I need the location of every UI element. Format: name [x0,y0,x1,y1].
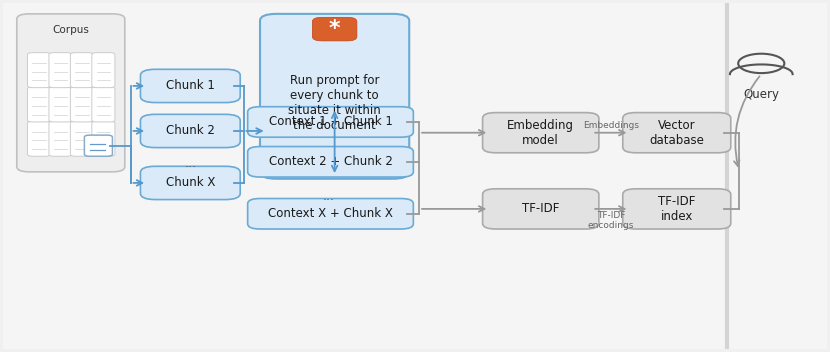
FancyBboxPatch shape [140,166,240,200]
FancyBboxPatch shape [312,17,357,41]
Text: Context X + Chunk X: Context X + Chunk X [268,207,393,220]
FancyBboxPatch shape [49,121,72,156]
FancyBboxPatch shape [622,189,730,229]
Text: Run prompt for
every chunk to
situate it within
the document: Run prompt for every chunk to situate it… [288,74,381,132]
Text: Embedding
model: Embedding model [507,119,574,147]
FancyBboxPatch shape [482,189,599,229]
FancyBboxPatch shape [49,87,72,122]
Text: Chunk 2: Chunk 2 [166,125,215,138]
FancyBboxPatch shape [92,121,115,156]
FancyBboxPatch shape [17,14,124,172]
FancyBboxPatch shape [49,53,72,88]
FancyBboxPatch shape [85,135,112,156]
FancyBboxPatch shape [92,87,115,122]
FancyBboxPatch shape [622,113,730,153]
FancyBboxPatch shape [27,53,51,88]
Text: Context 2 + Chunk 2: Context 2 + Chunk 2 [269,155,393,168]
Text: Chunk X: Chunk X [166,176,215,189]
Text: Vector
database: Vector database [649,119,704,147]
Text: TF-IDF: TF-IDF [522,202,559,215]
Text: ...: ... [185,157,197,170]
FancyBboxPatch shape [247,199,413,229]
Text: Chunk 1: Chunk 1 [166,80,215,93]
Text: Embeddings: Embeddings [583,121,639,130]
Text: TF-IDF
index: TF-IDF index [658,195,696,223]
FancyBboxPatch shape [140,69,240,102]
FancyBboxPatch shape [2,3,828,349]
FancyBboxPatch shape [247,146,413,177]
Text: Corpus: Corpus [52,25,90,35]
FancyBboxPatch shape [71,121,94,156]
Text: TF-IDF
encodings: TF-IDF encodings [588,210,634,230]
FancyBboxPatch shape [482,113,599,153]
Text: Query: Query [744,88,779,101]
FancyBboxPatch shape [71,53,94,88]
FancyBboxPatch shape [140,114,240,147]
FancyBboxPatch shape [92,53,115,88]
FancyBboxPatch shape [27,121,51,156]
FancyBboxPatch shape [247,107,413,137]
Text: Context 1 + Chunk 1: Context 1 + Chunk 1 [269,115,393,128]
Text: *: * [329,19,340,39]
Text: ...: ... [322,190,334,203]
FancyBboxPatch shape [27,87,51,122]
FancyBboxPatch shape [260,14,409,179]
FancyBboxPatch shape [71,87,94,122]
